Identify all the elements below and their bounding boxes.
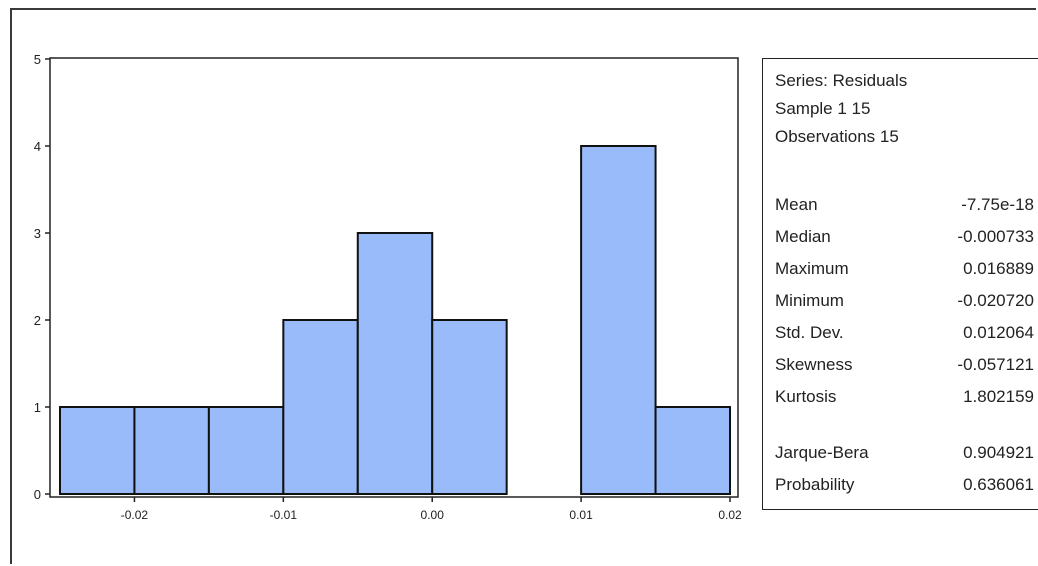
stat-kurtosis-label: Kurtosis — [775, 387, 837, 406]
statistics-panel: Series: Residuals Sample 1 15 Observatio… — [762, 58, 1038, 510]
stat-skewness-value: -0.057121 — [957, 355, 1034, 374]
stat-maximum-label: Maximum — [775, 259, 849, 278]
stat-minimum-value: -0.020720 — [957, 291, 1034, 310]
y-tick-label: 0 — [34, 487, 41, 502]
histogram-bar — [207, 406, 285, 495]
stat-jarque-bera-value: 0.904921 — [963, 443, 1034, 462]
stat-mean-value: -7.75e-18 — [961, 195, 1034, 214]
stat-jarque-bera-label: Jarque-Bera — [775, 443, 869, 462]
stat-std-dev-label: Std. Dev. — [775, 323, 844, 342]
series-name: Series: Residuals — [775, 71, 908, 90]
stat-minimum-label: Minimum — [775, 291, 844, 310]
stat-std-dev-value: 0.012064 — [963, 323, 1034, 342]
stat-probability-label: Probability — [775, 475, 855, 494]
stat-median-label: Median — [775, 227, 831, 246]
histogram-bar — [356, 232, 434, 495]
x-tick-label: -0.01 — [270, 508, 298, 522]
y-tick-label: 2 — [34, 313, 41, 328]
stat-mean-label: Mean — [775, 195, 818, 214]
histogram-bar — [59, 406, 136, 495]
y-tick-label: 4 — [34, 139, 41, 154]
histogram-bar — [282, 319, 359, 495]
stat-kurtosis-value: 1.802159 — [963, 387, 1034, 406]
histogram-bar — [654, 406, 731, 495]
x-tick-label: -0.02 — [121, 508, 149, 522]
histogram-bar — [133, 406, 210, 495]
histogram-bar — [431, 319, 508, 495]
observations-count: Observations 15 — [775, 127, 899, 146]
x-tick-label: 0.02 — [718, 508, 742, 522]
histogram-chart: 0 1 2 3 4 5 -0.02 -0.01 0.00 0.01 0.02 — [34, 52, 742, 522]
y-tick-label: 1 — [34, 400, 41, 415]
window-frame — [10, 8, 1036, 564]
y-tick-label: 3 — [34, 226, 41, 241]
stat-skewness-label: Skewness — [775, 355, 853, 374]
sample-range: Sample 1 15 — [775, 99, 871, 118]
y-tick-label: 5 — [34, 52, 41, 67]
x-tick-label: 0.00 — [421, 508, 445, 522]
stat-maximum-value: 0.016889 — [963, 259, 1034, 278]
stat-median-value: -0.000733 — [957, 227, 1034, 246]
histogram-bar — [580, 145, 657, 495]
x-tick-label: 0.01 — [569, 508, 593, 522]
stat-probability-value: 0.636061 — [963, 475, 1034, 494]
